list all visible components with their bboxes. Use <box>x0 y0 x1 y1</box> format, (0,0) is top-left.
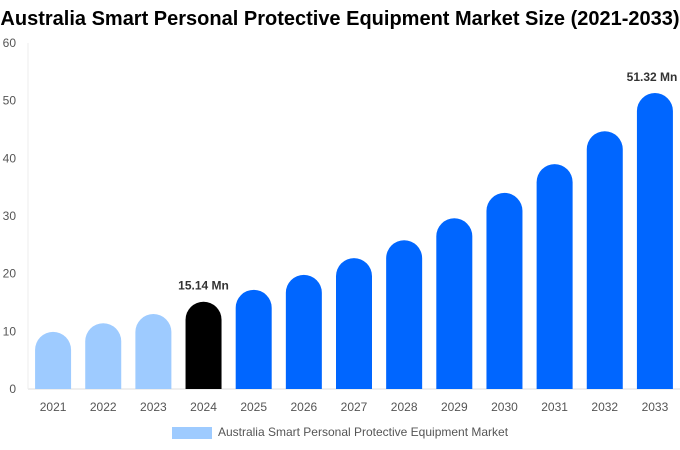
x-tick-label: 2032 <box>591 400 618 414</box>
legend-swatch <box>171 426 212 439</box>
legend-label: Australia Smart Personal Protective Equi… <box>217 425 509 439</box>
y-tick-label: 30 <box>3 209 17 223</box>
bar-2031 <box>536 164 573 389</box>
y-tick-label: 10 <box>3 324 17 338</box>
x-tick-label: 2022 <box>90 400 117 414</box>
chart-title: Australia Smart Personal Protective Equi… <box>0 8 680 30</box>
bar-2024 <box>185 301 222 389</box>
x-tick-label: 2030 <box>491 400 518 414</box>
bar-2023 <box>135 314 172 389</box>
legend: Australia Smart Personal Protective Equi… <box>0 425 680 439</box>
y-tick-label: 40 <box>3 151 17 165</box>
data-label: 15.14 Mn <box>178 279 229 293</box>
y-tick-label: 20 <box>3 267 17 281</box>
bar-2033 <box>636 93 673 390</box>
x-tick-label: 2033 <box>642 400 669 414</box>
bar-2022 <box>85 323 122 389</box>
bar-2027 <box>336 258 372 389</box>
bar-2029 <box>436 218 473 389</box>
y-tick-label: 0 <box>9 382 16 396</box>
x-tick-label: 2024 <box>190 400 217 414</box>
x-tick-label: 2028 <box>391 400 418 414</box>
bar-2026 <box>285 274 322 389</box>
bar-2025 <box>235 289 272 389</box>
bar-2028 <box>386 240 423 389</box>
y-tick-label: 50 <box>3 94 17 108</box>
x-tick-label: 2026 <box>290 400 317 414</box>
bar-2032 <box>586 131 623 390</box>
x-tick-label: 2025 <box>240 400 267 414</box>
x-tick-label: 2021 <box>40 400 67 414</box>
x-tick-label: 2023 <box>140 400 167 414</box>
x-tick-label: 2027 <box>341 400 368 414</box>
bar-2021 <box>35 331 72 389</box>
x-tick-label: 2029 <box>441 400 468 414</box>
y-tick-label: 60 <box>3 36 17 50</box>
data-label: 51.32 Mn <box>627 70 678 84</box>
x-tick-label: 2031 <box>541 400 568 414</box>
bar-2030 <box>486 192 523 389</box>
